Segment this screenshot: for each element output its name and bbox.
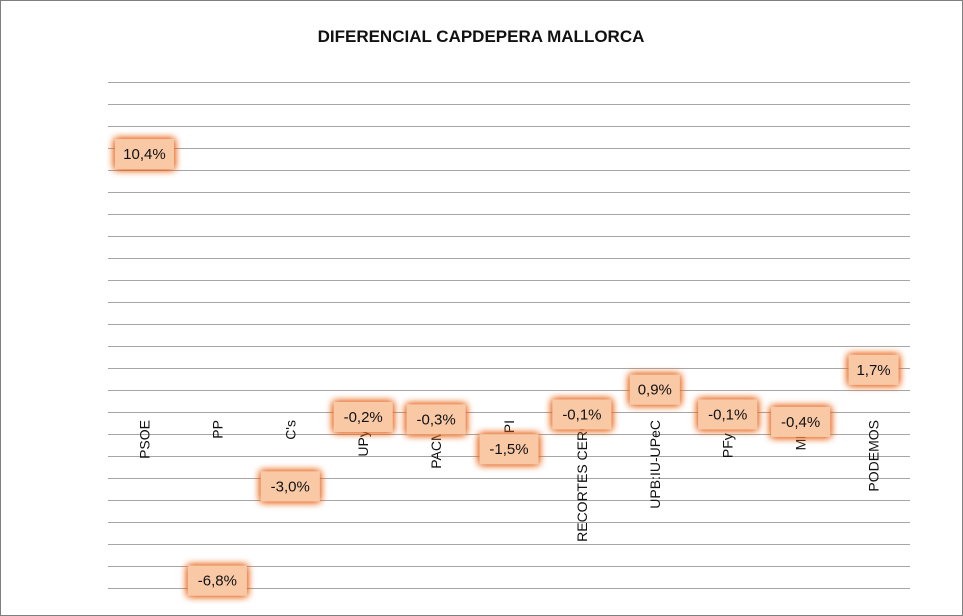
data-label: -0,1% xyxy=(552,399,612,430)
data-labels: 10,4% -6,8% -3,0% -0,2% -0,3% -1,5% -0,1% 0,9% -… xyxy=(114,139,899,596)
data-label-text: 0,9% xyxy=(638,382,672,399)
data-label: -0,1% xyxy=(698,399,758,430)
data-label-box xyxy=(479,434,539,465)
data-label-text: -0,2% xyxy=(344,409,383,426)
category-label: RECORTES CERO xyxy=(574,420,590,542)
category-label: PODEMOS xyxy=(866,420,882,492)
gridlines xyxy=(108,82,910,589)
category-label: C's xyxy=(282,420,298,440)
data-label-text: -0,1% xyxy=(562,406,601,423)
data-label-box xyxy=(629,374,680,405)
data-label-text: -0,3% xyxy=(416,411,455,428)
data-label-text: -6,8% xyxy=(198,573,237,590)
category-label: PP xyxy=(209,420,225,439)
data-label: -0,4% xyxy=(771,406,831,437)
data-label-box xyxy=(333,401,393,432)
data-label-text: -0,4% xyxy=(781,414,820,431)
data-label: -6,8% xyxy=(187,565,247,596)
data-label: -3,0% xyxy=(260,471,320,502)
data-label: 10,4% xyxy=(114,139,174,170)
data-label-box xyxy=(114,139,174,170)
data-label: 0,9% xyxy=(629,374,680,405)
data-label-text: 10,4% xyxy=(123,146,166,163)
data-label-box xyxy=(187,565,247,596)
chart-title: DIFERENCIAL CAPDEPERA MALLORCA xyxy=(318,27,645,46)
data-label-box xyxy=(406,404,466,435)
data-label-text: -0,1% xyxy=(708,406,747,423)
data-label-box xyxy=(552,399,612,430)
data-label-text: -1,5% xyxy=(489,441,528,458)
data-label-box xyxy=(698,399,758,430)
data-label: 1,7% xyxy=(848,354,899,385)
category-label: PSOE xyxy=(136,420,152,459)
data-label-box xyxy=(771,406,831,437)
data-label-box xyxy=(260,471,320,502)
data-label-box xyxy=(848,354,899,385)
data-label-text: -3,0% xyxy=(271,478,310,495)
data-label: -0,3% xyxy=(406,404,466,435)
data-label-text: 1,7% xyxy=(856,362,890,379)
data-label: -0,2% xyxy=(333,401,393,432)
category-label: PI xyxy=(501,420,517,433)
data-label: -1,5% xyxy=(479,434,539,465)
category-label: UPB:IU-UPeC xyxy=(647,420,663,509)
